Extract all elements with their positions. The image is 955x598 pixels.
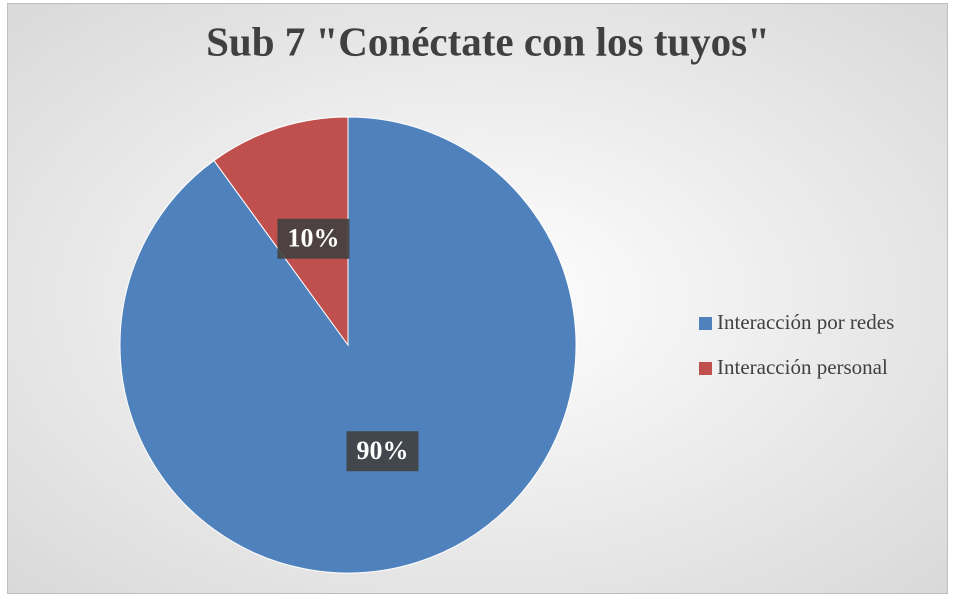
legend-swatch [699, 317, 712, 330]
legend-label: Interacción por redes [717, 310, 894, 334]
chart-title: Sub 7 "Conéctate con los tuyos" [206, 18, 770, 64]
legend-swatch [699, 362, 712, 375]
data-label-box [346, 431, 419, 472]
data-label: 90% [357, 436, 409, 465]
data-label: 10% [287, 224, 339, 253]
legend-label: Interacción personal [717, 355, 888, 379]
data-label-box [277, 218, 350, 259]
